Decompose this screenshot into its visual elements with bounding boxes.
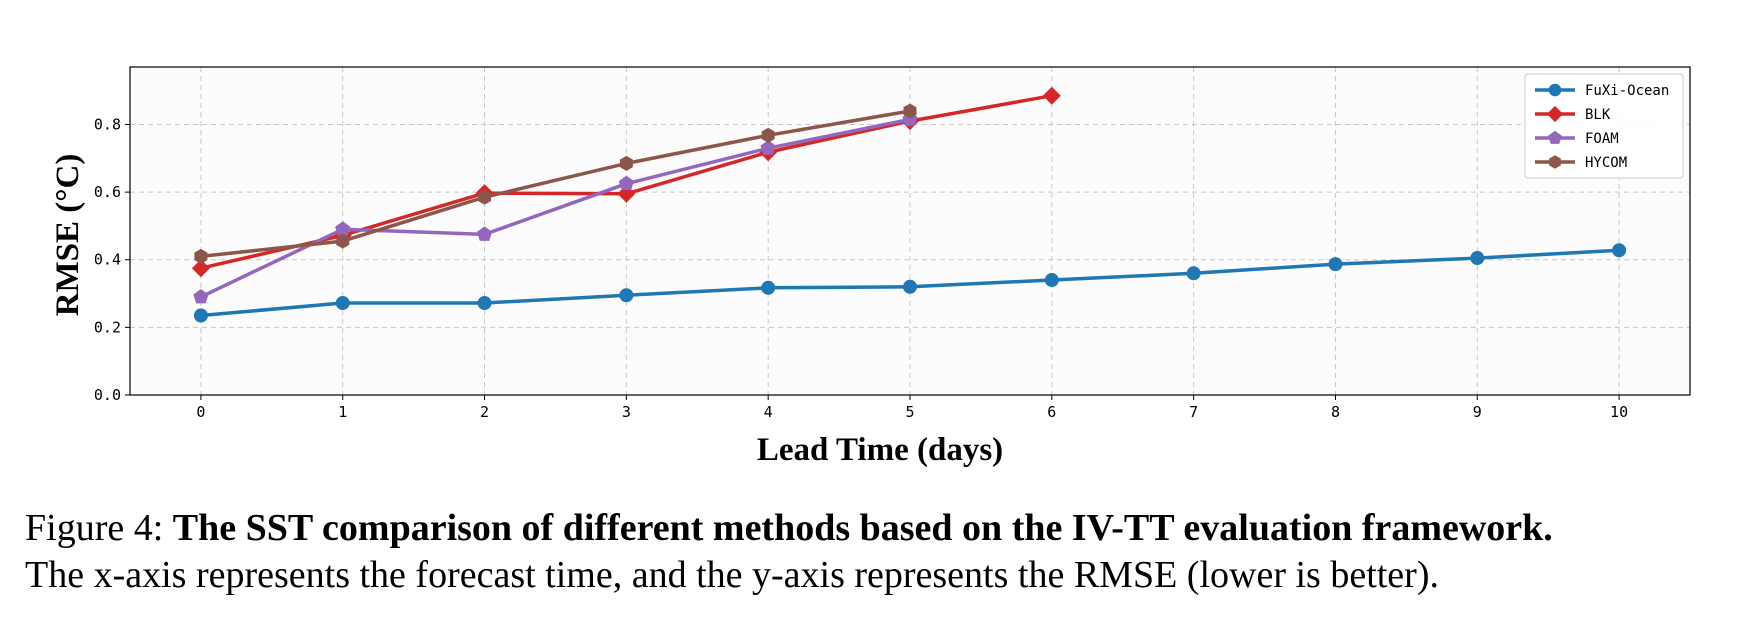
x-tick-label: 1: [338, 403, 347, 421]
series-line: [200, 117, 911, 299]
x-tick-label: 6: [1047, 403, 1056, 421]
data-point: [1328, 257, 1343, 272]
x-tick-label: 0: [196, 403, 205, 421]
legend-label: FuXi-Ocean: [1585, 83, 1669, 99]
data-point: [335, 221, 351, 236]
x-tick-label: 8: [1331, 403, 1340, 421]
legend-marker: [1548, 130, 1562, 144]
data-point: [618, 175, 634, 191]
caption-line-1: Figure 4: The SST comparison of differen…: [25, 505, 1745, 552]
data-point: [1044, 273, 1059, 288]
legend-marker: [1549, 155, 1561, 169]
x-tick-label: 7: [1189, 403, 1198, 421]
y-tick-label: 0.0: [94, 386, 121, 404]
data-point: [761, 127, 775, 143]
x-axis-title: Lead Time (days): [757, 432, 1003, 468]
data-point: [1042, 86, 1061, 105]
y-tick-label: 0.2: [94, 318, 121, 336]
x-tick-label: 2: [480, 403, 489, 421]
data-point: [760, 140, 776, 155]
data-point: [335, 296, 350, 311]
data-point: [194, 248, 208, 264]
caption-line-2: The x-axis represents the forecast time,…: [25, 554, 1439, 596]
caption-title: The SST comparison of different methods …: [172, 507, 1553, 549]
figure-caption: Figure 4: The SST comparison of differen…: [25, 505, 1745, 599]
x-tick-label: 9: [1473, 403, 1482, 421]
data-point: [903, 103, 917, 119]
legend-marker: [1548, 83, 1562, 97]
line-chart: 0 1 2 3 4 5 6 7 8 9 10 0.0 0.2 0.4 0.6 0.8 Lead Time (da…: [50, 66, 1691, 468]
x-tick-label: 5: [905, 403, 914, 421]
x-tick-label: 3: [622, 403, 631, 421]
data-point: [619, 155, 633, 171]
series-line: [200, 109, 911, 259]
legend: FuXi-Ocean BLK FOAM HYCOM: [1524, 73, 1684, 179]
legend-label: HYCOM: [1585, 155, 1627, 171]
x-tick-label: 10: [1610, 403, 1628, 421]
data-point: [478, 189, 492, 205]
y-axis-title: RMSE (°C): [50, 154, 86, 317]
data-point: [761, 280, 776, 295]
data-point: [903, 279, 917, 294]
legend-box: [1524, 73, 1684, 179]
legend-label: BLK: [1585, 107, 1611, 123]
data-point: [336, 233, 350, 249]
x-tick-label: 4: [764, 403, 773, 421]
series-hycom: [194, 103, 917, 264]
data-point: [476, 226, 493, 241]
data-point: [1470, 251, 1485, 266]
data-point: [477, 296, 492, 311]
y-tick-label: 0.4: [94, 251, 121, 269]
series-fuxi-ocean: [193, 243, 1627, 323]
caption-label: Figure 4:: [25, 507, 173, 549]
data-point: [1186, 266, 1201, 281]
data-point: [193, 288, 209, 304]
legend-label: FOAM: [1585, 131, 1619, 147]
data-point: [191, 259, 210, 278]
y-tick-label: 0.6: [94, 183, 121, 201]
legend-marker: [1546, 105, 1564, 123]
data-point: [193, 308, 208, 323]
y-tick-label: 0.8: [94, 115, 121, 133]
data-point: [1612, 243, 1627, 258]
data-point: [619, 288, 634, 303]
